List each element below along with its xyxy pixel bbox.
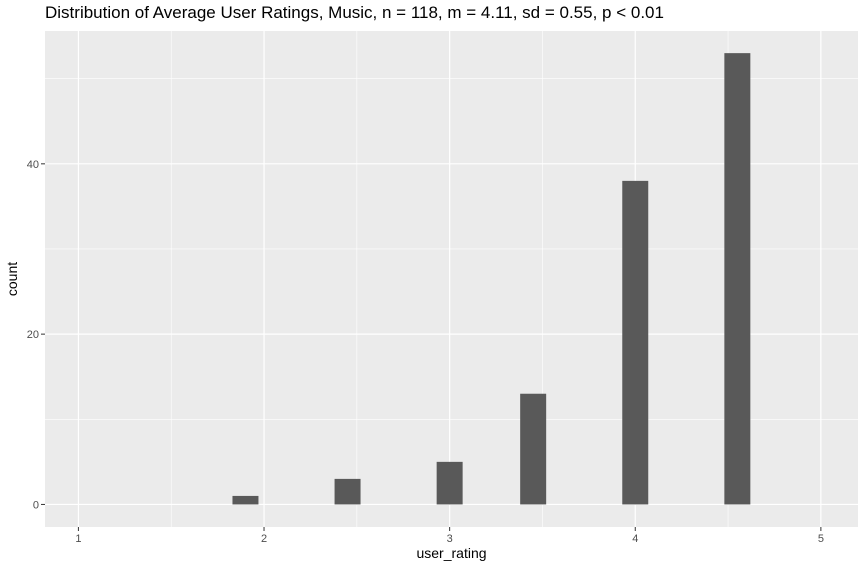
- x-tick-label: 4: [632, 533, 638, 545]
- histogram-bar: [334, 478, 361, 505]
- plot-panel: [45, 31, 858, 527]
- x-axis-title: user_rating: [416, 545, 486, 561]
- major-gridlines: [45, 31, 858, 527]
- x-tick-label: 5: [818, 533, 824, 545]
- histogram-bar: [520, 393, 547, 505]
- y-tick-label: 20: [27, 329, 39, 341]
- x-tick-label: 3: [447, 533, 453, 545]
- y-axis-title: count: [4, 262, 20, 296]
- x-tick-label: 2: [261, 533, 267, 545]
- chart-title: Distribution of Average User Ratings, Mu…: [45, 3, 664, 22]
- histogram-bar: [232, 495, 259, 505]
- histogram-bar: [622, 180, 649, 505]
- bars-group: [232, 53, 751, 505]
- y-tick-label: 40: [27, 159, 39, 171]
- x-axis: 1 2 3 4 5: [75, 527, 824, 545]
- histogram-bar: [724, 53, 751, 505]
- x-tick-label: 1: [75, 533, 81, 545]
- y-tick-label: 0: [33, 499, 39, 511]
- y-axis: 0 20 40: [27, 159, 45, 511]
- histogram-bar: [436, 461, 463, 505]
